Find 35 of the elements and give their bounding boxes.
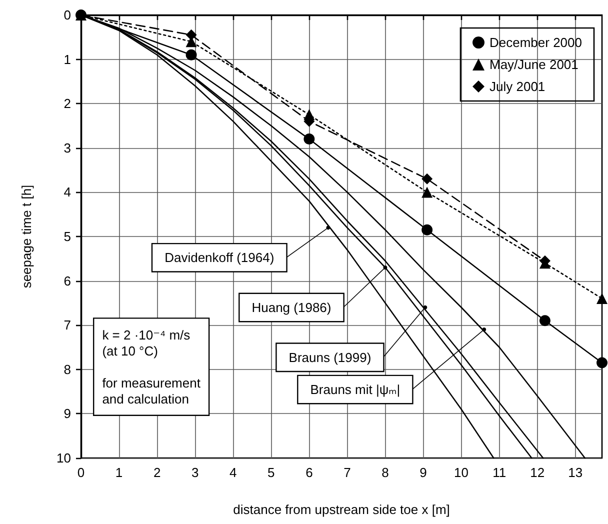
x-tick-label: 11 bbox=[492, 465, 506, 480]
y-tick-label: 2 bbox=[64, 96, 71, 112]
x-tick-label: 5 bbox=[268, 465, 275, 480]
y-tick-label: 5 bbox=[64, 229, 71, 244]
y-tick-label: 3 bbox=[64, 140, 71, 156]
x-tick-label: 10 bbox=[454, 465, 469, 480]
x-axis-title: distance from upstream side toe x [m] bbox=[233, 502, 450, 517]
y-tick-label: 9 bbox=[64, 406, 71, 422]
y-tick-label: 8 bbox=[64, 362, 71, 377]
y-tick-label: 10 bbox=[56, 450, 71, 466]
x-tick-label: 3 bbox=[191, 465, 199, 480]
x-tick-label: 6 bbox=[306, 465, 313, 480]
legend-label: May/June 2001 bbox=[490, 57, 578, 72]
y-axis-title: seepage time t [h] bbox=[19, 184, 34, 288]
annotation: Davidenkoff (1964) bbox=[164, 250, 274, 266]
x-tick-label: 0 bbox=[77, 465, 85, 480]
x-tick-label: 2 bbox=[153, 465, 161, 480]
y-tick-label: 7 bbox=[64, 318, 71, 333]
y-tick-label: 6 bbox=[64, 273, 71, 288]
x-tick-label: 7 bbox=[344, 465, 351, 480]
y-tick-label: 1 bbox=[64, 52, 71, 67]
legend-label: December 2000 bbox=[490, 35, 582, 50]
annotation: Brauns (1999) bbox=[288, 350, 372, 365]
annotation: Brauns mit |ψₘ| bbox=[310, 382, 400, 398]
x-tick-label: 9 bbox=[420, 465, 427, 480]
x-tick-label: 1 bbox=[115, 465, 123, 480]
y-tick-label: 0 bbox=[64, 8, 71, 22]
text: k = 2 ·10⁻⁴ m/s (at 10 °C) for measurement and calculation bbox=[102, 327, 200, 406]
x-tick-label: 13 bbox=[568, 465, 583, 480]
annotation: Huang (1986) bbox=[252, 300, 332, 316]
legend-label: July 2001 bbox=[490, 79, 546, 94]
x-tick-label: 12 bbox=[530, 465, 545, 480]
x-tick-label: 8 bbox=[382, 465, 389, 480]
x-tick-label: 4 bbox=[230, 465, 237, 480]
y-tick-label: 4 bbox=[64, 184, 71, 200]
